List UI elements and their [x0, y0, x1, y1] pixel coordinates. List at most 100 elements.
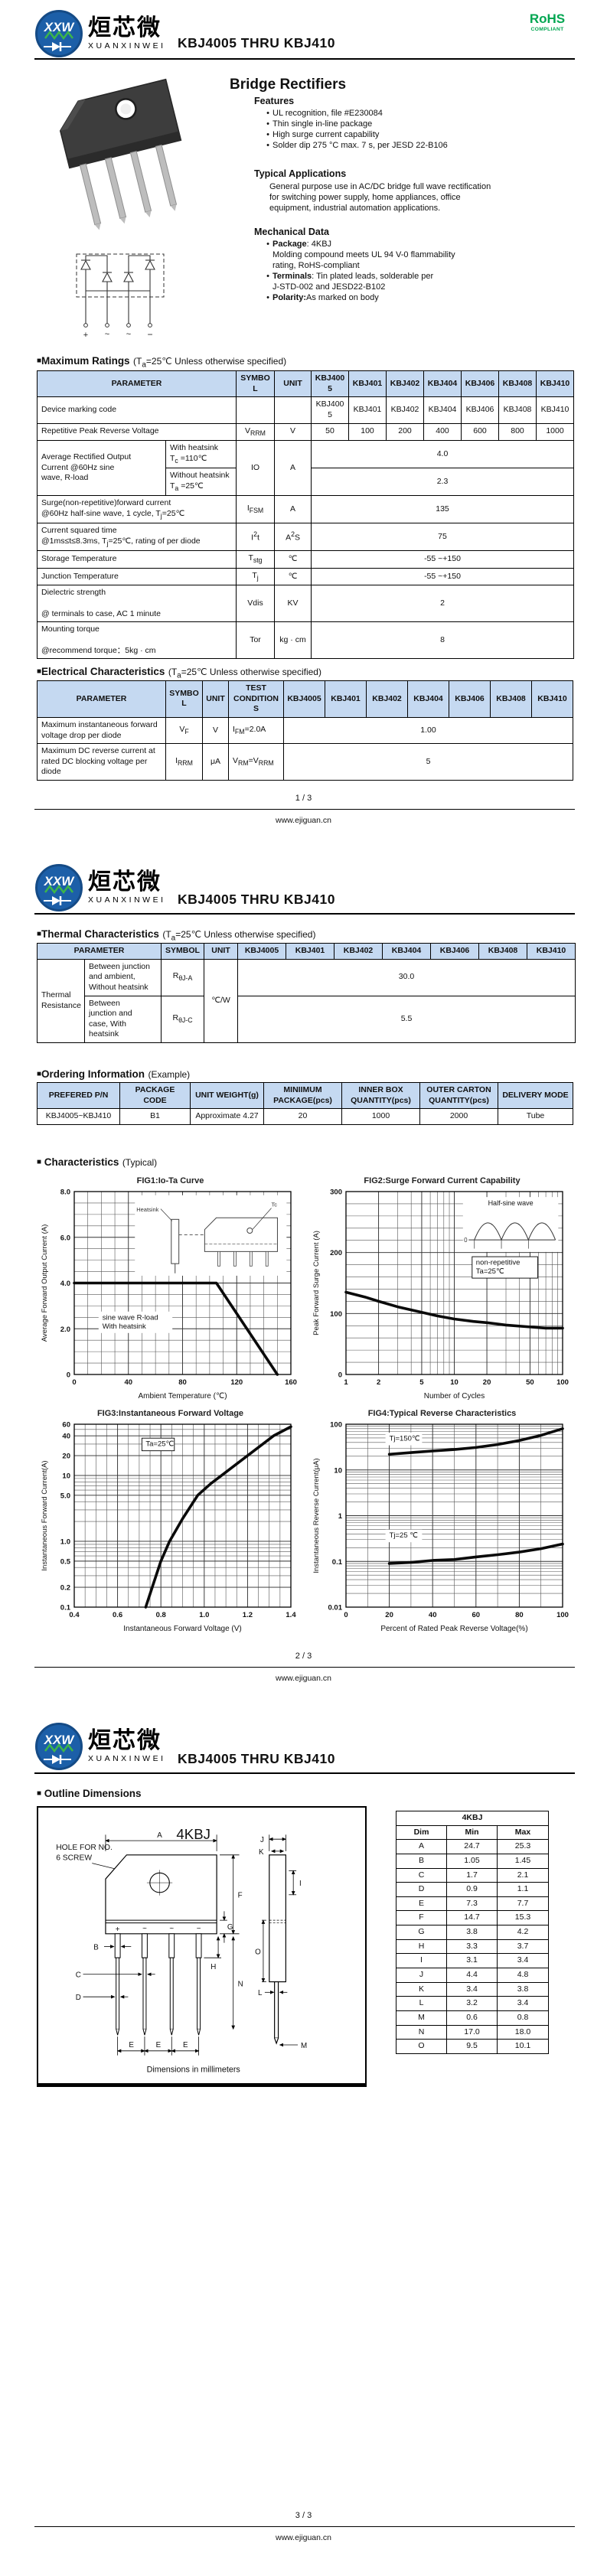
- table-cell: KBJ406: [461, 396, 500, 424]
- table-cell: C: [396, 1867, 447, 1883]
- mechanical-item: • Package: 4KBJ: [266, 240, 332, 249]
- mechanical-item: J-STD-002 and JESD22-B102: [272, 282, 386, 292]
- svg-text:5.0: 5.0: [60, 1492, 70, 1500]
- svg-text:10: 10: [450, 1378, 459, 1387]
- svg-text:I: I: [299, 1880, 302, 1888]
- fig1-io-ta-chart: FIG1:Io-Ta Curve Heatsink Tc 0 40 80 120 160 0 2…: [38, 1176, 302, 1406]
- table-cell: H: [396, 1939, 447, 1955]
- feature-item: • Thin single in-line package: [266, 119, 373, 129]
- applications-heading: Typical Applications: [254, 168, 347, 179]
- svg-text:1.0: 1.0: [199, 1611, 209, 1619]
- logo-chinese-name: 烜芯微: [88, 15, 162, 41]
- table-header-cell: KBJ408: [490, 680, 532, 718]
- table-cell: Tube: [498, 1108, 573, 1125]
- logo-mark-icon: XXW: [35, 10, 83, 57]
- table-cell: KBJ408: [498, 396, 537, 424]
- table-cell: Storage Temperature: [36, 550, 237, 569]
- svg-text:With heatsink: With heatsink: [103, 1322, 146, 1331]
- svg-text:5: 5: [419, 1378, 424, 1387]
- table-cell: A: [274, 495, 312, 524]
- table-cell: 2: [311, 585, 575, 623]
- svg-text:Tj=150℃: Tj=150℃: [390, 1435, 420, 1443]
- table-cell: 600: [461, 422, 500, 442]
- front-polarity-plus: +: [116, 1925, 120, 1934]
- mechanical-item: rating, RoHS-compliant: [272, 261, 360, 270]
- table-cell: Thermal Resistance: [37, 958, 85, 1044]
- svg-text:G: G: [227, 1923, 233, 1932]
- table-header-cell: KBJ404: [407, 680, 449, 718]
- table-cell: KBJ402: [386, 396, 425, 424]
- svg-text:6.0: 6.0: [60, 1234, 70, 1242]
- table-cell: J: [396, 1968, 447, 1983]
- table-cell: B1: [119, 1108, 191, 1125]
- svg-text:Ta=25℃: Ta=25℃: [476, 1267, 504, 1276]
- table-cell: 1000: [536, 422, 575, 442]
- dimensions-note: Dimensions in millimeters: [147, 2065, 240, 2074]
- outline-drawing-frame: 4KBJ HOLE FOR NO. 6 SCREW + ~ ~ −: [37, 1806, 367, 2087]
- svg-text:0.01: 0.01: [328, 1604, 343, 1612]
- svg-text:300: 300: [330, 1189, 342, 1197]
- max-ratings-heading: ■Maximum Ratings (Ta=25℃ Unless otherwis…: [37, 355, 287, 370]
- characteristics-heading: ■ Characteristics (Typical): [37, 1156, 158, 1168]
- svg-text:K: K: [259, 1848, 264, 1857]
- svg-text:Instantaneous Reverse Current(: Instantaneous Reverse Current(μA): [312, 1458, 321, 1573]
- table-cell: 3.8: [496, 1981, 550, 1997]
- table-cell: V: [274, 422, 312, 442]
- svg-text:1: 1: [338, 1512, 343, 1521]
- table-cell: D: [396, 1882, 447, 1897]
- table-cell: 3.4: [496, 1953, 550, 1969]
- footer-rule: [34, 2526, 575, 2527]
- svg-text:20: 20: [62, 1453, 70, 1461]
- svg-text:60: 60: [472, 1611, 481, 1619]
- table-cell: 1.1: [496, 1882, 550, 1897]
- table-cell: 17.0: [446, 2024, 498, 2040]
- table-cell: 5: [283, 743, 573, 781]
- table-header-cell: KBJ401: [286, 943, 335, 960]
- fig2-title: FIG2:Surge Forward Current Capability: [364, 1176, 521, 1185]
- table-header-cell: SYMBOL: [236, 370, 276, 398]
- footer-rule: [34, 1667, 575, 1668]
- table-cell: 200: [386, 422, 425, 442]
- front-polarity-ac2: ~: [169, 1925, 174, 1933]
- table-cell: Maximum DC reverse current at rated DC bl…: [37, 743, 166, 781]
- svg-text:Heatsink: Heatsink: [136, 1206, 158, 1213]
- svg-text:XXW: XXW: [44, 874, 76, 889]
- header-rule: [34, 58, 575, 60]
- website-link[interactable]: www.ejiguan.cn: [276, 816, 331, 825]
- svg-text:E: E: [156, 2041, 162, 2049]
- table-cell: B: [396, 1853, 447, 1869]
- square-bullet-icon: ■: [37, 357, 42, 365]
- mechanical-list: • Package: 4KBJ Molding compound meets UL …: [263, 239, 585, 303]
- svg-text:non-repetitive: non-repetitive: [476, 1259, 521, 1267]
- outline-heading: ■ Outline Dimensions: [37, 1788, 142, 1799]
- svg-text:Tc: Tc: [272, 1202, 278, 1208]
- table-header-cell: UNIT: [202, 680, 229, 718]
- table-header-cell: KBJ410: [536, 370, 575, 398]
- table-cell: 7.7: [496, 1896, 550, 1912]
- table-cell: VF: [165, 716, 203, 745]
- table-cell: M: [396, 2010, 447, 2026]
- svg-text:0: 0: [67, 1371, 70, 1380]
- electrical-heading: ■Electrical Characteristics (Ta=25℃ Unle…: [37, 666, 321, 680]
- svg-text:Number of Cycles: Number of Cycles: [424, 1392, 485, 1400]
- page-title: KBJ4005 THRU KBJ410: [178, 35, 335, 51]
- table-cell: IO: [236, 440, 276, 497]
- table-cell: 10.1: [496, 2039, 550, 2054]
- website-link[interactable]: www.ejiguan.cn: [276, 2533, 331, 2542]
- table-cell: 135: [311, 495, 575, 524]
- page1-number: 1 / 3: [295, 794, 312, 803]
- table-cell: 3.2: [446, 1996, 498, 2011]
- table-cell: -55 ~+150: [311, 550, 575, 569]
- table-cell: IFM=2.0A: [228, 716, 284, 745]
- table-header-cell: KBJ404: [382, 943, 432, 960]
- thermal-heading: ■Thermal Characteristics (Ta=25℃ Unless …: [37, 928, 316, 943]
- svg-text:M: M: [301, 2042, 307, 2050]
- svg-text:J: J: [260, 1836, 264, 1844]
- table-cell: RθJ-A: [161, 958, 205, 996]
- table-header-cell: UNIT: [274, 370, 312, 398]
- website-link[interactable]: www.ejiguan.cn: [276, 1674, 331, 1683]
- svg-text:E: E: [129, 2041, 134, 2049]
- table-header-cell: KBJ410: [527, 943, 576, 960]
- table-header-cell: INNER BOX QUANTITY(pcs): [341, 1081, 420, 1110]
- fig2-surge-chart: FIG2:Surge Forward Current Capability Ha…: [310, 1176, 574, 1406]
